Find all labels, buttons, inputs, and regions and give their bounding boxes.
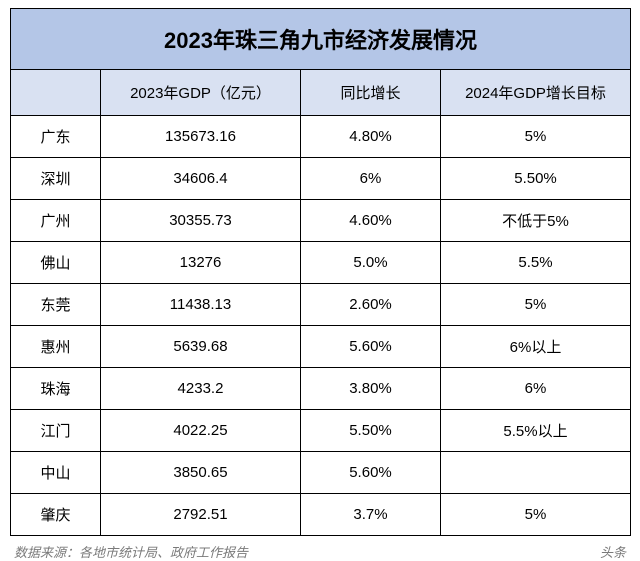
- cell-target: 不低于5%: [441, 200, 631, 242]
- title-row: 2023年珠三角九市经济发展情况: [11, 9, 631, 70]
- cell-gdp: 13276: [101, 242, 301, 284]
- footer-brand: 头条: [600, 542, 626, 561]
- table-row: 肇庆2792.513.7%5%: [11, 494, 631, 536]
- table-row: 中山3850.655.60%: [11, 452, 631, 494]
- table-row: 深圳34606.46%5.50%: [11, 158, 631, 200]
- table-container: 2023年珠三角九市经济发展情况 2023年GDP（亿元） 同比增长 2024年…: [0, 0, 640, 561]
- cell-yoy: 4.60%: [301, 200, 441, 242]
- cell-gdp: 4022.25: [101, 410, 301, 452]
- table-row: 广州30355.734.60%不低于5%: [11, 200, 631, 242]
- cell-city: 中山: [11, 452, 101, 494]
- table-row: 珠海4233.23.80%6%: [11, 368, 631, 410]
- cell-target: 5%: [441, 284, 631, 326]
- cell-yoy: 3.7%: [301, 494, 441, 536]
- cell-target: 6%以上: [441, 326, 631, 368]
- cell-city: 佛山: [11, 242, 101, 284]
- cell-yoy: 2.60%: [301, 284, 441, 326]
- cell-gdp: 34606.4: [101, 158, 301, 200]
- cell-city: 广东: [11, 116, 101, 158]
- cell-city: 深圳: [11, 158, 101, 200]
- col-gdp: 2023年GDP（亿元）: [101, 70, 301, 116]
- header-row: 2023年GDP（亿元） 同比增长 2024年GDP增长目标: [11, 70, 631, 116]
- cell-target: 5.50%: [441, 158, 631, 200]
- cell-target: 5.5%以上: [441, 410, 631, 452]
- cell-yoy: 5.0%: [301, 242, 441, 284]
- cell-city: 东莞: [11, 284, 101, 326]
- cell-yoy: 6%: [301, 158, 441, 200]
- footer-source: 数据来源：各地市统计局、政府工作报告: [14, 542, 248, 561]
- cell-target: 5.5%: [441, 242, 631, 284]
- cell-target: 5%: [441, 494, 631, 536]
- cell-target: 6%: [441, 368, 631, 410]
- cell-city: 广州: [11, 200, 101, 242]
- cell-gdp: 3850.65: [101, 452, 301, 494]
- cell-gdp: 2792.51: [101, 494, 301, 536]
- table-row: 佛山132765.0%5.5%: [11, 242, 631, 284]
- table-row: 东莞11438.132.60%5%: [11, 284, 631, 326]
- gdp-table: 2023年珠三角九市经济发展情况 2023年GDP（亿元） 同比增长 2024年…: [10, 8, 631, 536]
- cell-city: 惠州: [11, 326, 101, 368]
- table-title: 2023年珠三角九市经济发展情况: [11, 9, 631, 70]
- table-body: 广东135673.164.80%5%深圳34606.46%5.50%广州3035…: [11, 116, 631, 536]
- cell-city: 珠海: [11, 368, 101, 410]
- cell-yoy: 5.60%: [301, 452, 441, 494]
- cell-yoy: 4.80%: [301, 116, 441, 158]
- cell-gdp: 30355.73: [101, 200, 301, 242]
- table-row: 惠州5639.685.60%6%以上: [11, 326, 631, 368]
- cell-yoy: 5.50%: [301, 410, 441, 452]
- cell-city: 肇庆: [11, 494, 101, 536]
- cell-target: [441, 452, 631, 494]
- cell-gdp: 5639.68: [101, 326, 301, 368]
- table-row: 广东135673.164.80%5%: [11, 116, 631, 158]
- cell-gdp: 4233.2: [101, 368, 301, 410]
- table-row: 江门4022.255.50%5.5%以上: [11, 410, 631, 452]
- cell-yoy: 5.60%: [301, 326, 441, 368]
- cell-gdp: 11438.13: [101, 284, 301, 326]
- footer: 数据来源：各地市统计局、政府工作报告 头条: [10, 536, 630, 561]
- cell-yoy: 3.80%: [301, 368, 441, 410]
- cell-gdp: 135673.16: [101, 116, 301, 158]
- cell-city: 江门: [11, 410, 101, 452]
- col-yoy: 同比增长: [301, 70, 441, 116]
- cell-target: 5%: [441, 116, 631, 158]
- col-city: [11, 70, 101, 116]
- col-target: 2024年GDP增长目标: [441, 70, 631, 116]
